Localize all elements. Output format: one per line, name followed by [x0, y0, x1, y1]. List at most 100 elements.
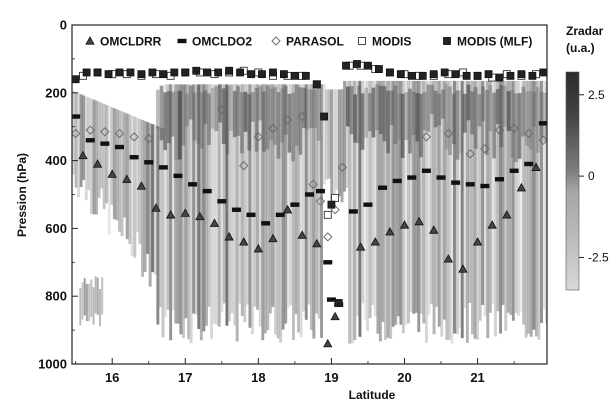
heatmap-streak	[85, 283, 88, 322]
heatmap-streak	[146, 122, 150, 254]
omcldrr-point	[180, 208, 190, 217]
heatmap-streak	[156, 126, 160, 325]
heatmap-streak	[178, 90, 182, 160]
heatmap-streak	[258, 85, 262, 121]
heatmap-streak	[495, 89, 500, 125]
heatmap-streak	[517, 80, 520, 316]
omcldrr-point	[312, 238, 322, 248]
heatmap-streak	[506, 80, 510, 313]
parasol-point	[253, 132, 263, 142]
heatmap-streak	[182, 84, 185, 339]
heatmap-streak	[229, 85, 233, 131]
heatmap-streak	[243, 91, 248, 132]
heatmap-streak	[271, 84, 275, 307]
modis-mlf-point	[334, 299, 343, 307]
omcldrr-point	[78, 150, 88, 160]
heatmap-streak	[450, 80, 454, 344]
heatmap-streak	[315, 84, 318, 314]
legend-marker	[443, 37, 451, 45]
omcldo2-point	[231, 207, 241, 212]
heatmap-streak	[254, 87, 259, 152]
omcldo2-point	[315, 188, 325, 194]
heatmap-streak	[187, 84, 190, 340]
heatmap-streak	[79, 94, 83, 187]
modis-point	[323, 210, 332, 219]
heatmap-streak	[159, 127, 162, 308]
heatmap-streak	[92, 287, 95, 325]
omcldo2-point	[407, 175, 417, 180]
heatmap-streak	[95, 100, 98, 215]
modis-mlf-point	[407, 71, 416, 80]
heatmap-streak	[404, 80, 408, 325]
parasol-point	[524, 128, 534, 139]
heatmap-streak	[304, 84, 308, 320]
heatmap-streak	[276, 84, 280, 339]
modis-mlf-point	[137, 70, 146, 79]
heatmap-streak	[245, 84, 249, 305]
heatmap-streak	[519, 80, 523, 312]
heatmap-streak	[309, 89, 314, 128]
omcldrr-point	[122, 174, 132, 183]
heatmap-streak	[332, 89, 336, 201]
heatmap-streak	[542, 80, 546, 310]
omcldo2-point	[509, 168, 519, 173]
modis-mlf-point	[126, 68, 135, 77]
heatmap-streak	[194, 84, 198, 315]
heatmap-streak	[287, 93, 292, 153]
omcldo2-point	[173, 173, 183, 179]
x-tick-label: 20	[397, 370, 411, 385]
heatmap-streak	[394, 80, 398, 325]
series-omcldo2	[72, 114, 547, 307]
heatmap-streak	[240, 92, 244, 154]
omcldo2-point	[188, 182, 198, 187]
heatmap-streak	[484, 89, 489, 155]
heatmap-streak	[422, 80, 426, 324]
parasol-point	[85, 125, 95, 135]
parasol-point	[100, 127, 110, 137]
heatmap-streak	[82, 95, 86, 181]
heatmap-streak	[517, 93, 522, 159]
heatmap-streak	[221, 88, 226, 144]
heatmap-streak	[400, 93, 405, 158]
colorbar-tick-label: -2.5	[588, 250, 609, 264]
modis-mlf-point	[473, 71, 482, 80]
heatmap-streak	[320, 84, 323, 338]
heatmap-streak	[378, 85, 383, 134]
heatmap-streak	[176, 84, 180, 324]
omcldrr-point	[253, 243, 264, 253]
heatmap-streak	[143, 121, 147, 273]
heatmap-streak	[284, 84, 288, 324]
heatmap-streak	[417, 80, 421, 333]
heatmap-streak	[501, 80, 505, 306]
omcldrr-point	[323, 338, 333, 348]
heatmap-streak	[96, 277, 99, 316]
heatmap-streak	[492, 92, 496, 159]
heatmap-streak	[99, 289, 101, 327]
omcldo2-point	[524, 161, 534, 167]
modis-mlf-point	[181, 68, 190, 77]
legend-entry-omcldo2: OMCLDO2	[177, 35, 252, 49]
heatmap-streak	[179, 84, 183, 335]
modis-mlf-point	[327, 200, 336, 209]
heatmap-streak	[322, 84, 326, 185]
omcldrr-point	[472, 237, 483, 246]
heatmap-streak	[371, 87, 376, 138]
heatmap-streak	[174, 91, 178, 161]
heatmap-streak	[407, 80, 410, 324]
heatmap-streak	[510, 90, 515, 158]
modis-mlf-point	[280, 70, 288, 79]
heatmap-streak	[74, 92, 78, 188]
heatmap-streak	[192, 92, 197, 141]
x-tick-label: 17	[178, 370, 192, 385]
heatmap-streak	[189, 84, 193, 344]
heatmap-streak	[205, 84, 208, 326]
heatmap-streak	[222, 84, 226, 304]
heatmap-streak	[539, 92, 544, 138]
omcldo2-point	[202, 188, 212, 194]
omcldo2-point	[144, 160, 154, 165]
omcldrr-point	[516, 182, 527, 192]
omcldo2-point	[323, 260, 333, 265]
heatmap-streak	[256, 84, 260, 310]
heatmap-streak	[470, 91, 474, 135]
heatmap-streak	[364, 87, 368, 138]
